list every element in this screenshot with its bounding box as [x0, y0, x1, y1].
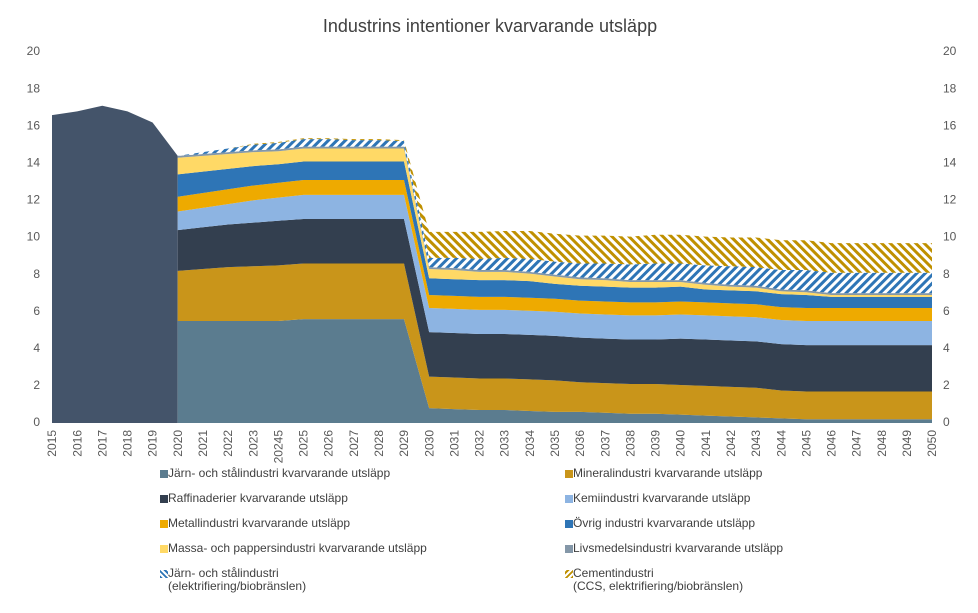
x-tick-label: 2030 — [422, 430, 436, 457]
y-tick-label: 12 — [27, 193, 41, 207]
x-tick-label: 2035 — [548, 430, 562, 457]
legend-label: Järn- och stålindustri kvarvarande utslä… — [168, 466, 391, 480]
legend-label: Järn- och stålindustri (elektrifiering/b… — [168, 566, 307, 593]
x-tick-label: 2032 — [473, 430, 487, 457]
x-tick-label: 2048 — [875, 430, 889, 457]
x-tick-label: 2038 — [623, 430, 637, 457]
y-tick-label: 14 — [27, 155, 41, 169]
y2-tick-label: 2 — [943, 378, 950, 392]
y-tick-label: 2 — [33, 378, 40, 392]
legend-swatch — [160, 520, 168, 528]
legend-swatch — [565, 570, 573, 578]
area — [177, 218, 932, 392]
legend-label: Metallindustri kvarvarande utsläpp — [168, 516, 351, 530]
legend-label: Massa- och pappersindustri kvarvarande u… — [168, 541, 427, 555]
x-tick-label: 2047 — [850, 430, 864, 457]
legend-label: Livsmedelsindustri kvarvarande utsläpp — [573, 541, 784, 555]
x-tick-label: 2042 — [724, 430, 738, 457]
y2-tick-label: 20 — [943, 44, 957, 58]
y-tick-label: 6 — [33, 304, 40, 318]
x-tick-label: 2034 — [523, 430, 537, 457]
y2-tick-label: 0 — [943, 415, 950, 429]
x-tick-label: 2021 — [196, 430, 210, 457]
legend-swatch — [160, 470, 168, 478]
legend-swatch — [160, 495, 168, 503]
x-tick-label: 2027 — [347, 430, 361, 457]
area — [52, 105, 178, 424]
x-tick-label: 2018 — [121, 430, 135, 457]
x-tick-label: 2031 — [447, 430, 461, 457]
y2-tick-label: 16 — [943, 118, 957, 132]
legend-swatch — [160, 570, 168, 578]
y2-tick-label: 4 — [943, 341, 950, 355]
legend-label: Kemiindustri kvarvarande utsläpp — [573, 491, 751, 505]
legend-label: Mineralindustri kvarvarande utsläpp — [573, 466, 763, 480]
legend-swatch — [160, 545, 168, 553]
y2-tick-label: 8 — [943, 267, 950, 281]
x-tick-label: 2022 — [221, 430, 235, 457]
chart: Industrins intentioner kvarvarande utslä… — [27, 16, 957, 464]
x-tick-label: 2040 — [674, 430, 688, 457]
x-tick-label: 2026 — [322, 430, 336, 457]
area — [177, 161, 932, 308]
y2-tick-label: 6 — [943, 304, 950, 318]
y2-tick-label: 12 — [943, 193, 957, 207]
area — [177, 179, 932, 321]
y-tick-label: 4 — [33, 341, 40, 355]
legend-swatch — [565, 470, 573, 478]
x-tick-label: 2046 — [825, 430, 839, 457]
y-tick-label: 20 — [27, 44, 41, 58]
x-tick-label: 2023 — [246, 430, 260, 457]
legend-swatch — [565, 495, 573, 503]
y-tick-label: 18 — [27, 81, 41, 95]
x-tick-label: 2028 — [372, 430, 386, 457]
x-tick-label: 2020 — [171, 430, 185, 457]
x-tick-label: 20245 — [271, 430, 285, 464]
legend-label: Raffinaderier kvarvarande utsläpp — [168, 491, 348, 505]
legend-swatch — [565, 545, 573, 553]
y2-tick-label: 10 — [943, 230, 957, 244]
area — [177, 139, 932, 294]
x-tick-label: 2019 — [146, 430, 160, 457]
x-tick-label: 2017 — [95, 430, 109, 457]
x-tick-label: 2043 — [749, 430, 763, 457]
x-tick-label: 2044 — [774, 430, 788, 457]
x-tick-label: 2033 — [498, 430, 512, 457]
x-tick-label: 2025 — [297, 430, 311, 457]
x-tick-label: 2015 — [45, 430, 59, 457]
y-tick-label: 0 — [33, 415, 40, 429]
y2-tick-label: 18 — [943, 81, 957, 95]
y-tick-label: 8 — [33, 267, 40, 281]
x-tick-label: 2037 — [598, 430, 612, 457]
y2-tick-label: 14 — [943, 155, 957, 169]
x-tick-label: 2036 — [573, 430, 587, 457]
y-tick-label: 16 — [27, 118, 41, 132]
legend-swatch — [565, 520, 573, 528]
x-tick-label: 2016 — [70, 430, 84, 457]
legend-label: Övrig industri kvarvarande utsläpp — [573, 516, 756, 530]
y-tick-label: 10 — [27, 230, 41, 244]
area — [177, 194, 932, 346]
x-tick-label: 2029 — [397, 430, 411, 457]
legend-label: Cementindustri (CCS, elektrifiering/biob… — [573, 566, 744, 593]
x-tick-label: 2050 — [925, 430, 939, 457]
x-tick-label: 2041 — [699, 430, 713, 457]
x-tick-label: 2039 — [649, 430, 663, 457]
chart-title: Industrins intentioner kvarvarande utslä… — [323, 16, 657, 36]
area — [177, 148, 932, 297]
x-tick-label: 2045 — [799, 430, 813, 457]
area — [177, 319, 932, 423]
x-tick-label: 2049 — [900, 430, 914, 457]
area — [177, 138, 932, 273]
area — [177, 263, 932, 420]
